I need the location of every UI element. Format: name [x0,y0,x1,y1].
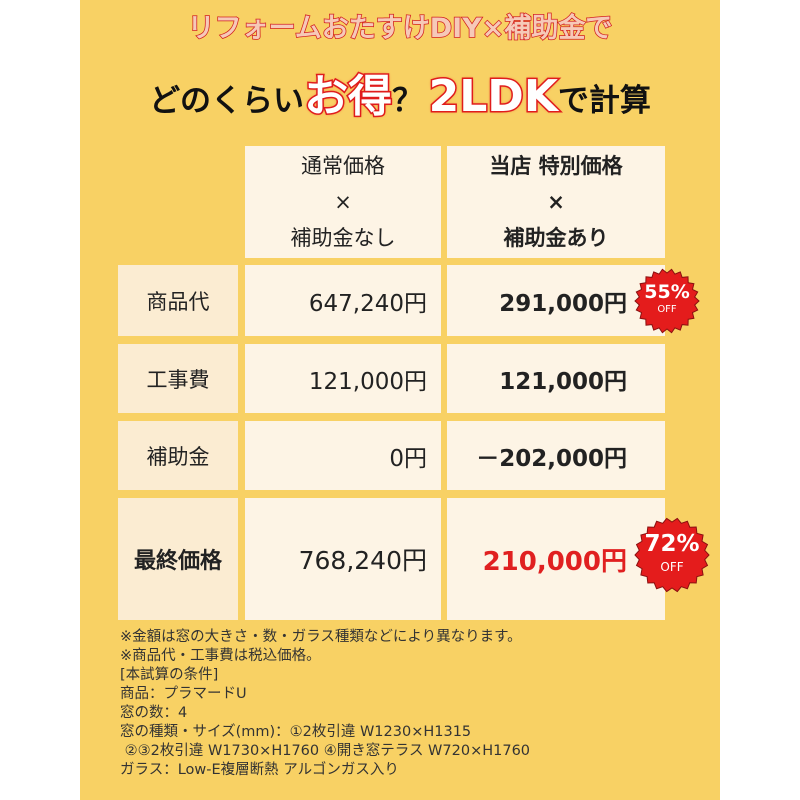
note-line: 商品：プラマードU [120,686,247,702]
headline-emphasis-otoku: お得 [303,70,394,124]
note-line: ②③2枚引違 W1730×H1760 ④開き窓テラス W720×H1760 [120,743,531,759]
note-line: 窓の種類・サイズ(mm)：①2枚引違 W1230×H1315 [120,724,472,740]
note-line: ※金額は窓の大きさ・数・ガラス種類などにより異なります。 [120,629,522,645]
row-label-construction: 工事費 [118,344,238,413]
header-line: 当店 特別価格 [489,154,623,178]
starburst-icon [634,517,710,593]
header-line: 通常価格 [301,154,385,178]
special-subsidy: －202,000円 [447,421,665,490]
header-normal-price: 通常価格 × 補助金なし [245,146,441,258]
header-line: × [547,190,565,214]
headline-line1: リフォームおたすけDIY×補助金で [187,12,613,45]
row-label-subsidy: 補助金 [118,421,238,490]
note-line: ※商品代・工事費は税込価格。 [120,648,321,664]
special-final-price: 210,000円 [447,498,665,620]
header-line: 補助金なし [290,226,396,250]
notes: ※金額は窓の大きさ・数・ガラス種類などにより異なります。 ※商品代・工事費は税込価… [120,628,530,780]
header-line: × [334,190,352,214]
badge-off: OFF [657,304,677,315]
note-line: 窓の数：4 [120,705,188,721]
normal-construction-price: 121,000円 [245,344,441,413]
headline-question: ？ [392,83,424,119]
note-line: [本試算の条件] [120,667,219,683]
note-line: ガラス：Low-E複層断熱 アルゴンガス入り [120,762,399,778]
special-construction-price: 121,000円 [447,344,665,413]
normal-subsidy: 0円 [245,421,441,490]
row-label-final: 最終価格 [118,498,238,620]
headline-text: どのくらい [149,83,305,119]
header-special-price: 当店 特別価格 × 補助金あり [447,146,665,258]
header-line: 補助金あり [503,226,609,250]
badge-percent: 55% [644,281,690,303]
badge-percent: 72% [644,531,700,557]
headline-text-end: で計算 [557,83,651,119]
starburst-icon [634,268,700,334]
discount-badge-72: 72% OFF [634,517,710,593]
row-label-product: 商品代 [118,265,238,336]
discount-badge-55: 55% OFF [634,268,700,334]
badge-off: OFF [660,560,684,574]
headline-line2: どのくらいお得？ 2LDKで計算 [0,60,800,124]
headline-emphasis-2ldk: 2LDK [427,70,559,124]
normal-final-price: 768,240円 [245,498,441,620]
special-product-price: 291,000円 [447,265,665,336]
normal-product-price: 647,240円 [245,265,441,336]
